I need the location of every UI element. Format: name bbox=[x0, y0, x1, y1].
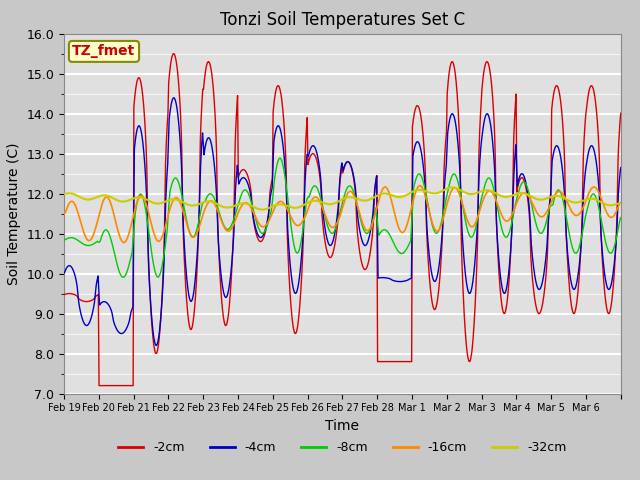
Title: Tonzi Soil Temperatures Set C: Tonzi Soil Temperatures Set C bbox=[220, 11, 465, 29]
Y-axis label: Soil Temperature (C): Soil Temperature (C) bbox=[7, 143, 21, 285]
Legend: -2cm, -4cm, -8cm, -16cm, -32cm: -2cm, -4cm, -8cm, -16cm, -32cm bbox=[113, 436, 572, 459]
Text: TZ_fmet: TZ_fmet bbox=[72, 44, 136, 59]
X-axis label: Time: Time bbox=[325, 419, 360, 433]
